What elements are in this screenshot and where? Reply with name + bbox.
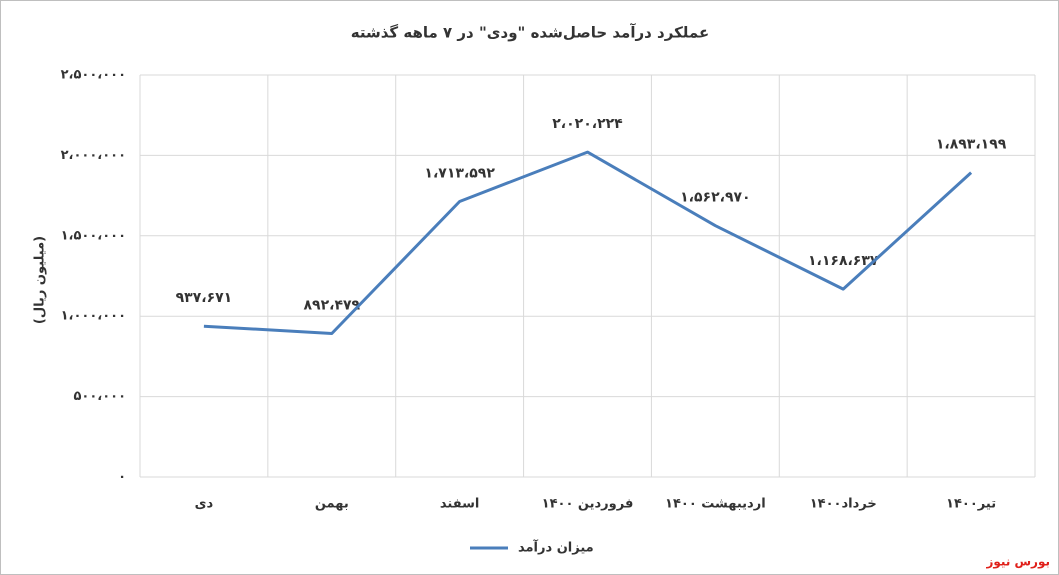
x-tick-label: اسفند bbox=[440, 497, 479, 512]
x-tick-label: خرداد۱۴۰۰ bbox=[810, 497, 877, 512]
y-tick-label: ۱،۰۰۰،۰۰۰ bbox=[61, 309, 126, 324]
legend-label: میزان درآمد bbox=[518, 539, 594, 556]
y-tick-label: ۵۰۰،۰۰۰ bbox=[73, 389, 126, 404]
y-tick-label: ۲،۵۰۰،۰۰۰ bbox=[61, 68, 126, 83]
x-tick-label: بهمن bbox=[315, 497, 349, 512]
chart-title: عملکرد درآمد حاصل‌شده "ودی" در ۷ ماهه گذ… bbox=[351, 24, 709, 42]
data-label: ۹۳۷،۶۷۱ bbox=[176, 290, 233, 306]
data-label: ۱،۱۶۸،۶۳۷ bbox=[808, 253, 879, 269]
data-label: ۱،۵۶۲،۹۷۰ bbox=[680, 190, 750, 206]
x-tick-label: اردیبهشت ۱۴۰۰ bbox=[665, 497, 766, 512]
data-label: ۱،۷۱۳،۵۹۲ bbox=[424, 165, 495, 181]
series-line bbox=[203, 150, 973, 335]
x-tick-label: فروردین ۱۴۰۰ bbox=[542, 497, 634, 512]
watermark: بورس نیوز bbox=[985, 555, 1050, 570]
x-tick-label: تیر۱۴۰۰ bbox=[946, 497, 996, 512]
data-label: ۱،۸۹۳،۱۹۹ bbox=[936, 137, 1007, 153]
x-tick-label: دی bbox=[195, 497, 214, 512]
data-label: ۲،۰۲۰،۲۲۴ bbox=[552, 116, 623, 132]
y-tick-label: ۱،۵۰۰،۰۰۰ bbox=[61, 228, 126, 243]
data-label: ۸۹۲،۴۷۹ bbox=[303, 297, 360, 313]
y-axis-label: (میلیون ریال) bbox=[33, 236, 48, 324]
y-tick-label: ۰ bbox=[118, 470, 126, 485]
y-tick-label: ۲،۰۰۰،۰۰۰ bbox=[61, 148, 126, 163]
